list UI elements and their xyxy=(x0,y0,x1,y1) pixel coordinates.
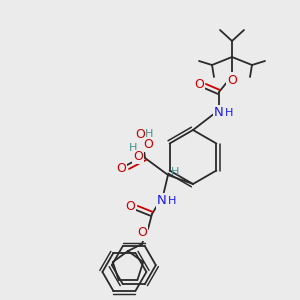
Text: O: O xyxy=(227,74,237,86)
Text: O: O xyxy=(125,200,135,214)
Text: O: O xyxy=(143,139,153,152)
Text: O: O xyxy=(133,151,143,164)
Text: N: N xyxy=(214,106,224,119)
Text: H: H xyxy=(225,108,233,118)
Text: H: H xyxy=(168,196,176,206)
Text: H: H xyxy=(145,129,153,139)
Text: O: O xyxy=(135,128,145,142)
Text: O: O xyxy=(194,79,204,92)
Text: H: H xyxy=(129,143,137,153)
Text: O: O xyxy=(137,226,147,239)
Text: O: O xyxy=(116,161,126,175)
Text: N: N xyxy=(157,194,167,208)
Text: H: H xyxy=(171,167,179,177)
